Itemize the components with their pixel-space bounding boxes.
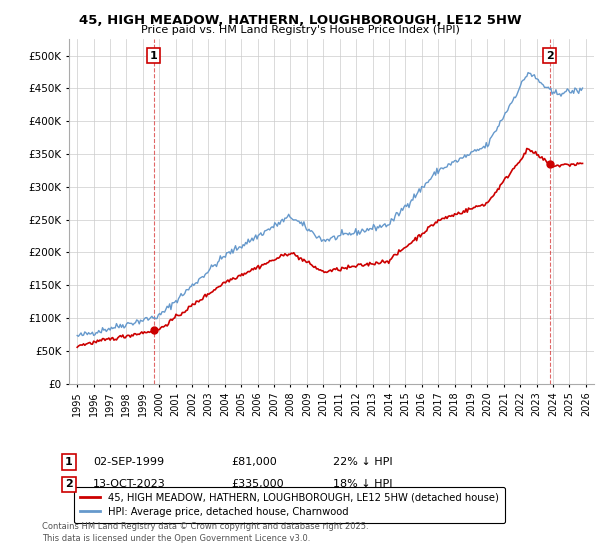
Text: 18% ↓ HPI: 18% ↓ HPI bbox=[333, 479, 392, 489]
Text: £335,000: £335,000 bbox=[231, 479, 284, 489]
Text: 1: 1 bbox=[150, 50, 158, 60]
Text: 13-OCT-2023: 13-OCT-2023 bbox=[93, 479, 166, 489]
Text: This data is licensed under the Open Government Licence v3.0.: This data is licensed under the Open Gov… bbox=[42, 534, 310, 543]
Text: Price paid vs. HM Land Registry's House Price Index (HPI): Price paid vs. HM Land Registry's House … bbox=[140, 25, 460, 35]
Text: £81,000: £81,000 bbox=[231, 457, 277, 467]
Text: 2: 2 bbox=[65, 479, 73, 489]
Text: Contains HM Land Registry data © Crown copyright and database right 2025.: Contains HM Land Registry data © Crown c… bbox=[42, 522, 368, 531]
Text: 45, HIGH MEADOW, HATHERN, LOUGHBOROUGH, LE12 5HW: 45, HIGH MEADOW, HATHERN, LOUGHBOROUGH, … bbox=[79, 14, 521, 27]
Text: 2: 2 bbox=[545, 50, 553, 60]
Text: 1: 1 bbox=[65, 457, 73, 467]
Text: 22% ↓ HPI: 22% ↓ HPI bbox=[333, 457, 392, 467]
Text: 02-SEP-1999: 02-SEP-1999 bbox=[93, 457, 164, 467]
Legend: 45, HIGH MEADOW, HATHERN, LOUGHBOROUGH, LE12 5HW (detached house), HPI: Average : 45, HIGH MEADOW, HATHERN, LOUGHBOROUGH, … bbox=[74, 487, 505, 522]
